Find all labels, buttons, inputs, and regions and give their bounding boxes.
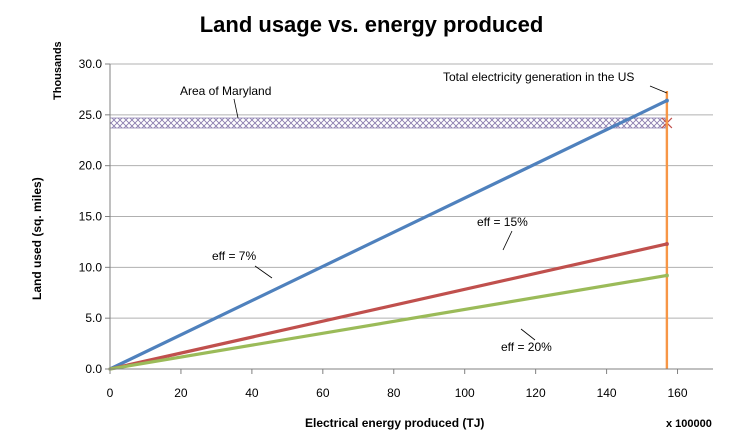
x-tick-label-1: 20 [174,386,188,400]
series-end-point-2 [664,273,669,278]
reference-label-maryland: Area of Maryland [180,84,271,98]
y-tick-label-1: 5.0 [85,311,102,325]
series-end-point-1 [664,241,669,246]
series-end-point-0 [664,98,669,103]
x-tick-label-4: 80 [387,386,401,400]
x-tick-label-2: 40 [245,386,259,400]
series-label-leader-2 [520,328,536,341]
y-tick-label-5: 25.0 [79,108,103,122]
x-axis-label: Electrical energy produced (TJ) [305,416,485,430]
reference-label-us-generation: Total electricity generation in the US [443,70,634,84]
series-label-0: eff = 7% [212,249,256,263]
y-tick-label-6: 30.0 [79,57,103,71]
x-tick-label-5: 100 [455,386,475,400]
y-tick-label-2: 10.0 [79,260,103,274]
reference-leader-us-generation [649,85,668,94]
series-label-leader-0 [254,265,273,279]
series-label-2: eff = 20% [501,340,552,354]
series-line-0 [108,98,669,371]
x-axis-unit-multiplier: x 100000 [666,418,712,430]
y-tick-label-4: 20.0 [79,159,103,173]
reference-leader-maryland [233,98,239,119]
series-label-1: eff = 15% [477,215,528,229]
y-tick-label-0: 0.0 [85,362,102,376]
reference-band-maryland [110,117,667,128]
x-tick-label-6: 120 [526,386,546,400]
y-tick-label-3: 15.0 [79,210,103,224]
x-tick-label-0: 0 [107,386,114,400]
x-tick-label-7: 140 [597,386,617,400]
x-tick-label-8: 160 [668,386,688,400]
series-line-2 [108,273,669,371]
series-line-1 [108,242,669,371]
x-tick-label-3: 60 [316,386,330,400]
series-label-leader-1 [502,230,513,251]
chart-title: Land usage vs. energy produced [199,12,544,37]
